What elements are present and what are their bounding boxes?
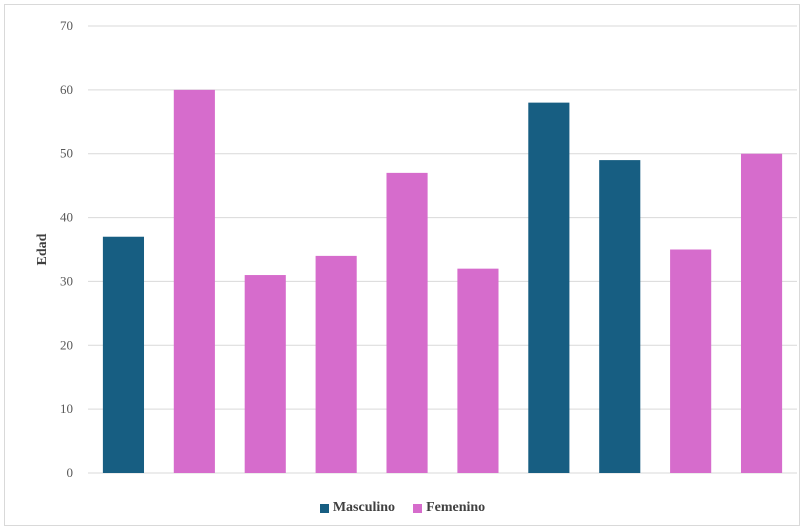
bar-femenino — [457, 268, 499, 473]
y-tick-labels: 0 10 20 30 40 50 60 70 — [60, 18, 73, 480]
y-tick-label: 50 — [60, 146, 73, 161]
legend-swatch-femenino — [413, 503, 423, 513]
y-tick-label: 60 — [60, 82, 73, 97]
legend-label-femenino: Femenino — [426, 500, 486, 515]
legend-swatch-masculino — [319, 503, 329, 513]
y-tick-label: 0 — [67, 465, 74, 480]
bar-femenino — [315, 255, 357, 473]
legend-item-masculino: Masculino — [319, 500, 396, 516]
bar-masculino — [102, 236, 145, 473]
legend-item-femenino: Femenino — [413, 500, 485, 516]
y-tick-label: 20 — [60, 337, 73, 352]
bar-masculino — [599, 160, 641, 473]
bar-femenino — [244, 275, 286, 473]
y-tick-label: 70 — [60, 18, 73, 33]
bar-femenino — [173, 89, 215, 473]
bar-femenino — [386, 172, 428, 473]
y-tick-label: 30 — [60, 273, 73, 288]
y-axis-title: Edad — [35, 233, 50, 265]
y-tick-label: 10 — [60, 401, 73, 416]
legend: Masculino Femenino — [0, 500, 805, 516]
bar-femenino — [740, 153, 783, 473]
legend-label-masculino: Masculino — [332, 500, 396, 515]
bar-masculino — [528, 102, 570, 473]
y-tick-label: 40 — [60, 210, 73, 225]
bars — [102, 89, 783, 473]
bar-femenino — [670, 249, 712, 473]
